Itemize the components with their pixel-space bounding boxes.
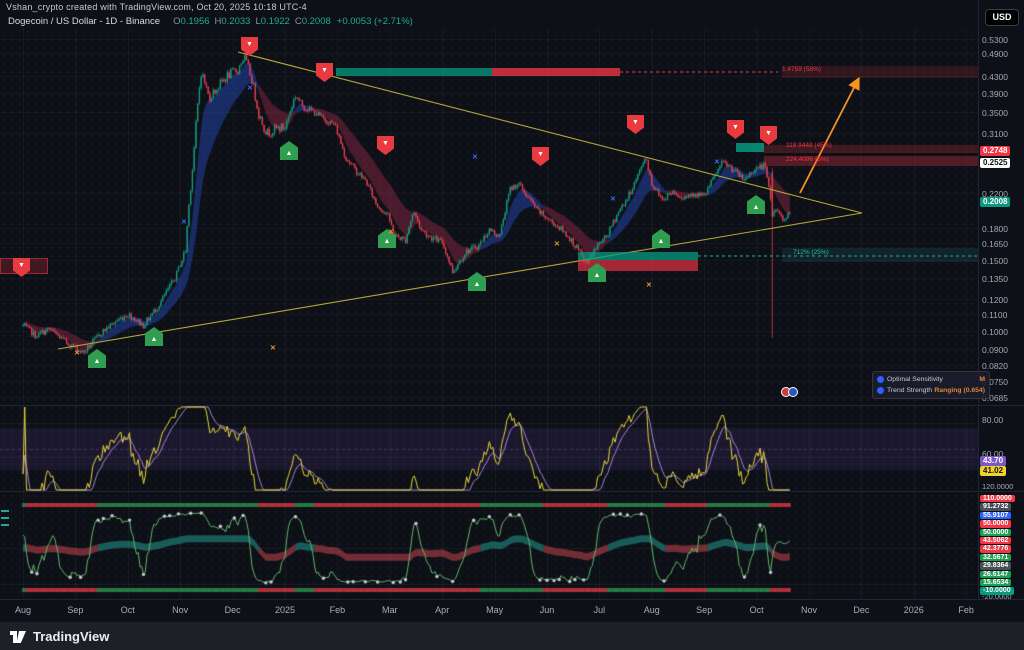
symbol-pair-icon[interactable] [781,387,801,398]
rsi-indicator-pane[interactable] [0,406,978,491]
open-value: 0.1956 [180,16,210,27]
time-tick-label: 2026 [903,605,924,615]
time-tick-label: Apr [435,605,450,615]
open-label: O [173,16,181,27]
attribution-text: Vshan_crypto created with TradingView.co… [6,2,307,12]
indicator-icon [877,376,884,383]
time-tick-label: Dec [853,605,870,615]
time-tick-label: Jun [539,605,555,615]
close-value: 0.2008 [301,16,331,27]
legend-row-optimal-sensitivity[interactable]: Optimal Sensitivity M [877,374,985,385]
indicator-icon [877,387,884,394]
legend-label: Trend Strength [887,387,933,394]
close-label: C [294,16,302,27]
time-tick-label: Dec [224,605,241,615]
tradingview-brand-text[interactable]: TradingView [33,628,110,644]
symbol-title[interactable]: Dogecoin / US Dollar - 1D - Binance [8,16,161,27]
high-value: 0.2033 [221,16,251,27]
time-tick-label: May [486,605,504,615]
low-value: 0.1922 [260,16,290,27]
low-label: L [255,16,261,27]
time-tick-label: Aug [14,605,32,615]
time-tick-label: Oct [749,605,764,615]
price-axis[interactable] [978,0,1024,600]
time-tick-label: Jul [593,605,606,615]
legend-value: M [979,376,985,383]
currency-toggle-button[interactable]: USD [985,9,1019,26]
change-value: +0.0053 (+2.71%) [336,16,413,27]
symbol-info-bar: Dogecoin / US Dollar - 1D - Binance O0.19… [8,16,413,27]
time-tick-label: Sep [67,605,84,615]
time-tick-label: Feb [329,605,346,615]
legend-value: Ranging (0.654) [934,387,985,394]
time-tick-label: Sep [696,605,713,615]
pane-separator [0,599,1024,600]
time-tick-label: Aug [643,605,660,615]
indicator-legend: Optimal Sensitivity M Trend Strength Ran… [872,371,990,399]
time-tick-label: Nov [800,605,818,615]
tradingview-logo-icon[interactable] [10,629,27,644]
pane-separator[interactable] [0,491,1024,492]
legend-row-trend-strength[interactable]: Trend Strength Ranging (0.654) [877,385,985,396]
time-tick-label: Feb [958,605,974,615]
high-label: H [214,16,222,27]
time-tick-label: Oct [120,605,135,615]
blue-circle-icon [788,387,798,397]
legend-label: Optimal Sensitivity [887,376,943,383]
tradingview-footer-bar: TradingView [0,622,1024,650]
time-tick-label: 2025 [274,605,296,615]
time-axis[interactable]: Aug Sep Oct Nov Dec 2025 Feb Mar Apr May Jun Jul Aug… [0,600,978,622]
time-tick-label: Mar [382,605,398,615]
pane-separator[interactable] [0,405,1024,406]
oscillator-indicator-pane[interactable] [0,492,978,599]
main-price-chart[interactable] [0,28,978,405]
time-tick-label: Nov [172,605,189,615]
